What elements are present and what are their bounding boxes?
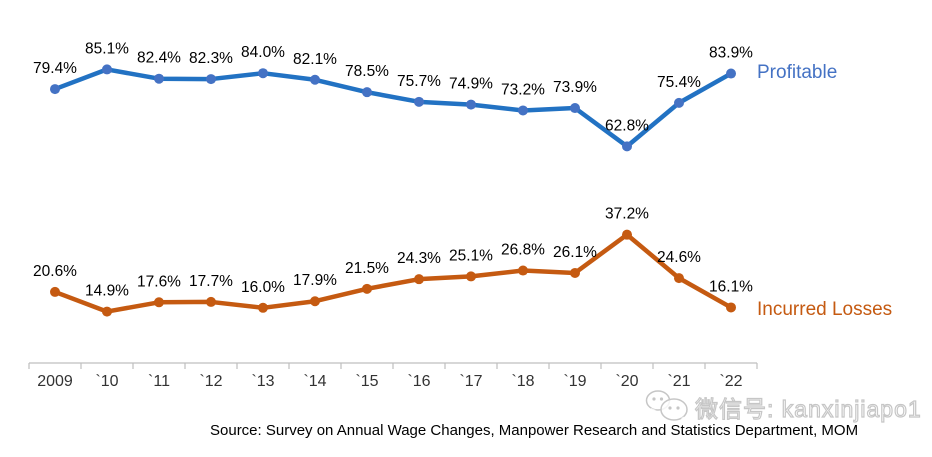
data-point [726, 302, 736, 313]
data-point [674, 97, 684, 108]
data-point [102, 64, 112, 75]
x-axis-label: `14 [303, 373, 326, 390]
data-label: 82.4% [137, 50, 181, 67]
data-label: 37.2% [605, 206, 649, 223]
series-label-profitable: Profitable [757, 62, 838, 83]
data-label: 62.8% [605, 117, 649, 134]
data-label: 25.1% [449, 247, 493, 264]
data-point [362, 87, 372, 98]
data-point [570, 103, 580, 114]
data-label: 83.9% [709, 45, 753, 62]
data-label: 16.0% [241, 279, 285, 296]
series-label-incurred-losses: Incurred Losses [757, 299, 893, 320]
data-point [310, 74, 320, 85]
series-line-profitable [52, 67, 734, 149]
data-point [414, 274, 424, 285]
x-axis-label: `13 [251, 373, 274, 390]
x-axis-label: `19 [563, 373, 586, 390]
x-axis-label: `21 [667, 373, 690, 390]
data-label: 82.3% [189, 50, 233, 67]
wechat-icon [645, 390, 688, 423]
data-label: 17.7% [189, 273, 233, 290]
x-axis-label: `22 [719, 373, 742, 390]
data-label: 26.8% [501, 242, 545, 259]
data-point [258, 302, 268, 313]
data-label: 78.5% [345, 63, 389, 80]
data-label: 74.9% [449, 76, 493, 93]
data-label: 73.2% [501, 81, 545, 98]
data-point [258, 68, 268, 79]
data-label: 79.4% [33, 60, 77, 77]
watermark: 微信号: kanxinjiapo1 [644, 388, 922, 425]
data-label: 26.1% [553, 244, 597, 261]
data-label: 85.1% [85, 40, 129, 57]
data-point [206, 74, 216, 85]
data-label: 17.9% [293, 272, 337, 289]
data-point [466, 271, 476, 282]
x-axis-label: `20 [615, 373, 638, 390]
data-label: 16.1% [709, 278, 753, 295]
data-label: 17.6% [137, 273, 181, 290]
data-label: 84.0% [241, 44, 285, 61]
x-axis-label: `12 [199, 373, 222, 390]
data-point [206, 296, 216, 307]
data-point [622, 229, 632, 240]
x-axis-label: `10 [95, 373, 118, 390]
data-point [726, 68, 736, 79]
data-point [518, 105, 528, 116]
data-point [50, 286, 60, 297]
data-label: 14.9% [85, 283, 129, 300]
data-label: 82.1% [293, 51, 337, 68]
x-axis-label: 2009 [37, 373, 73, 390]
data-label: 75.7% [397, 73, 441, 90]
source-note: Source: Survey on Annual Wage Changes, M… [210, 422, 859, 439]
data-point [362, 283, 372, 294]
data-point [310, 296, 320, 307]
x-axis-label: `11 [148, 373, 170, 390]
series-line-incurred-losses [52, 232, 734, 314]
data-point [414, 96, 424, 107]
x-axis-label: `18 [511, 373, 534, 390]
data-point [466, 99, 476, 110]
x-axis-label: `16 [407, 373, 430, 390]
x-axis-label: `15 [355, 373, 378, 390]
data-label: 21.5% [345, 260, 389, 277]
data-point [570, 267, 580, 278]
data-point [154, 297, 164, 308]
data-point [674, 273, 684, 284]
data-label: 75.4% [657, 74, 701, 91]
data-point [102, 306, 112, 317]
data-point [154, 73, 164, 84]
data-point [50, 84, 60, 95]
data-label: 20.6% [33, 263, 77, 280]
data-label: 73.9% [553, 79, 597, 96]
data-point [622, 141, 632, 152]
x-axis-label: `17 [459, 373, 482, 390]
data-point [518, 265, 528, 276]
data-label: 24.6% [657, 249, 701, 266]
data-label: 24.3% [397, 250, 441, 267]
watermark-text: 微信号: kanxinjiapo1 [694, 395, 922, 422]
